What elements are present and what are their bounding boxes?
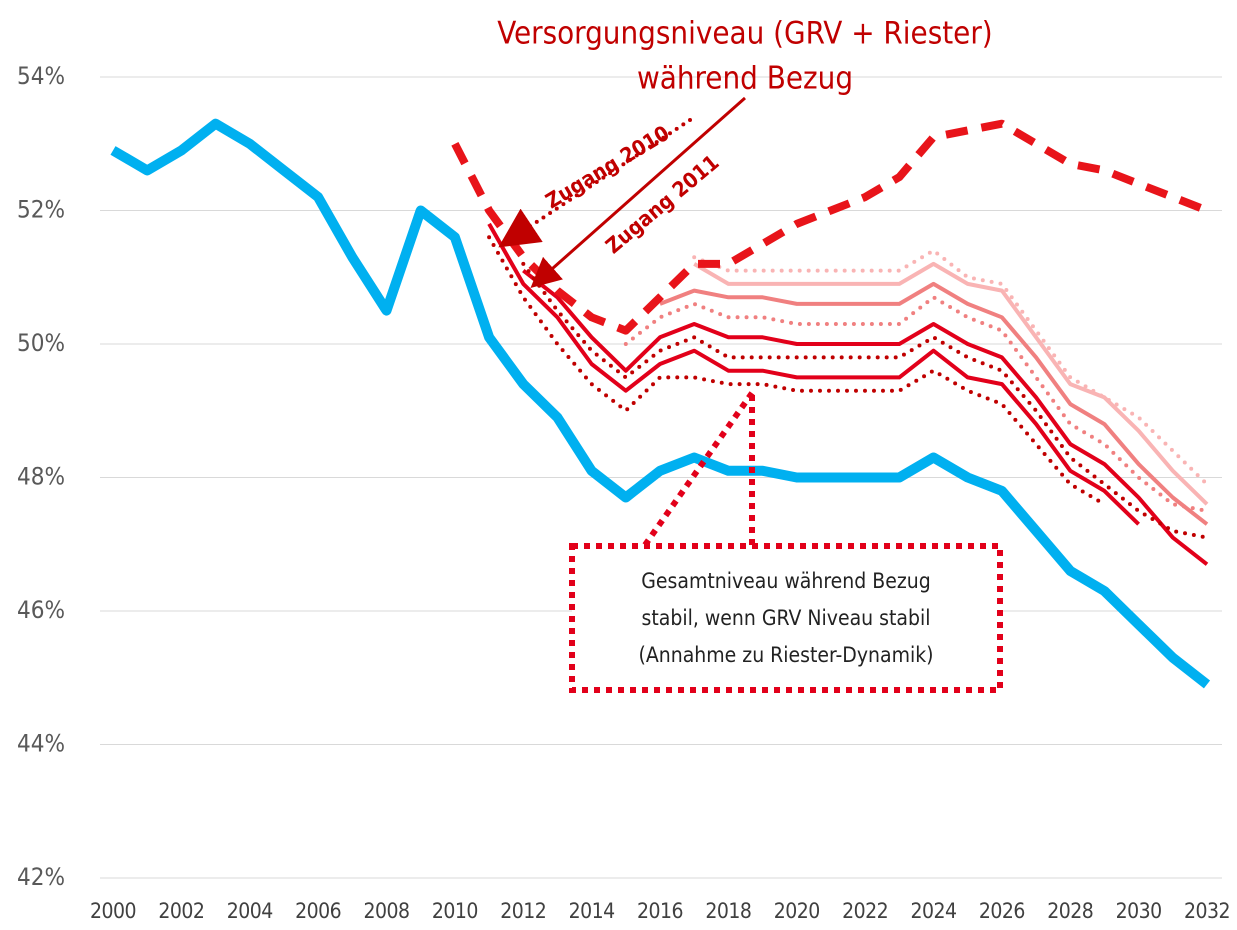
note-line: stabil, wenn GRV Niveau stabil xyxy=(642,606,931,630)
x-tick-label: 2020 xyxy=(774,899,820,923)
x-tick-label: 2010 xyxy=(432,899,478,923)
note-line: (Annahme zu Riester-Dynamik) xyxy=(638,643,933,667)
note-line: Gesamtniveau während Bezug xyxy=(641,569,930,593)
y-tick-label: 46% xyxy=(17,596,65,624)
arrow xyxy=(530,96,746,288)
series-line xyxy=(451,119,1209,335)
series-line xyxy=(521,261,1209,540)
series-line xyxy=(659,281,1209,526)
x-tick-label: 2028 xyxy=(1047,899,1093,923)
y-tick-label: 50% xyxy=(17,329,65,357)
x-tick-label: 2032 xyxy=(1184,899,1230,923)
title-line: Versorgungsniveau (GRV + Riester) xyxy=(497,16,992,52)
x-tick-label: 2018 xyxy=(705,899,751,923)
y-tick-label: 54% xyxy=(17,62,65,90)
x-tick-label: 2008 xyxy=(363,899,409,923)
x-tick-label: 2026 xyxy=(979,899,1025,923)
x-tick-label: 2016 xyxy=(637,899,683,923)
y-tick-label: 48% xyxy=(17,463,65,491)
series-line xyxy=(487,235,1107,507)
x-tick-label: 2006 xyxy=(295,899,341,923)
x-tick-label: 2004 xyxy=(227,899,273,923)
title-line: während Bezug xyxy=(637,61,853,97)
x-tick-label: 2012 xyxy=(500,899,546,923)
lines xyxy=(110,118,1211,689)
x-tick-label: 2024 xyxy=(910,899,956,923)
x-tick-label: 2014 xyxy=(569,899,615,923)
grid: 42% 44% 46% 48% 50% 52% 54% 2000 2002 2004 2006 200… xyxy=(17,62,1231,923)
x-tick-label: 2022 xyxy=(842,899,888,923)
series-line xyxy=(693,261,1209,506)
arrow xyxy=(498,118,692,248)
note-box xyxy=(569,543,1003,693)
series-line xyxy=(692,248,1209,487)
y-tick-label: 52% xyxy=(17,196,65,224)
x-tick-label: 2030 xyxy=(1116,899,1162,923)
series-line xyxy=(110,118,1211,689)
series-line xyxy=(487,222,1140,526)
y-tick-label: 42% xyxy=(17,863,65,891)
x-tick-label: 2000 xyxy=(90,899,136,923)
series-line xyxy=(522,269,1209,566)
y-tick-label: 44% xyxy=(17,730,65,758)
x-tick-label: 2002 xyxy=(158,899,204,923)
